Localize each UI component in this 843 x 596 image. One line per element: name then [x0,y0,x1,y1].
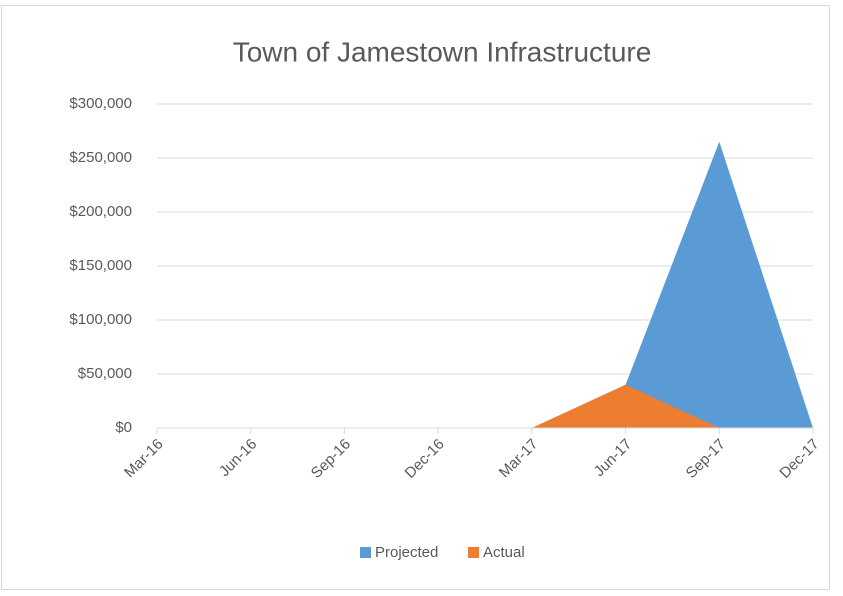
y-tick-label: $100,000 [69,311,132,328]
y-tick-label: $0 [115,419,132,436]
legend-label: Actual [483,544,525,561]
y-tick-label: $250,000 [69,149,132,166]
legend-swatch [468,547,479,558]
y-tick-label: $50,000 [78,365,132,382]
y-tick-label: $300,000 [69,95,132,112]
area [157,141,813,429]
chart-title: Town of Jamestown Infrastructure [233,36,652,67]
legend-swatch [360,547,371,558]
legend-label: Projected [375,544,438,561]
y-tick-label: $150,000 [69,257,132,274]
y-tick-label: $200,000 [69,203,132,220]
area [157,384,813,428]
